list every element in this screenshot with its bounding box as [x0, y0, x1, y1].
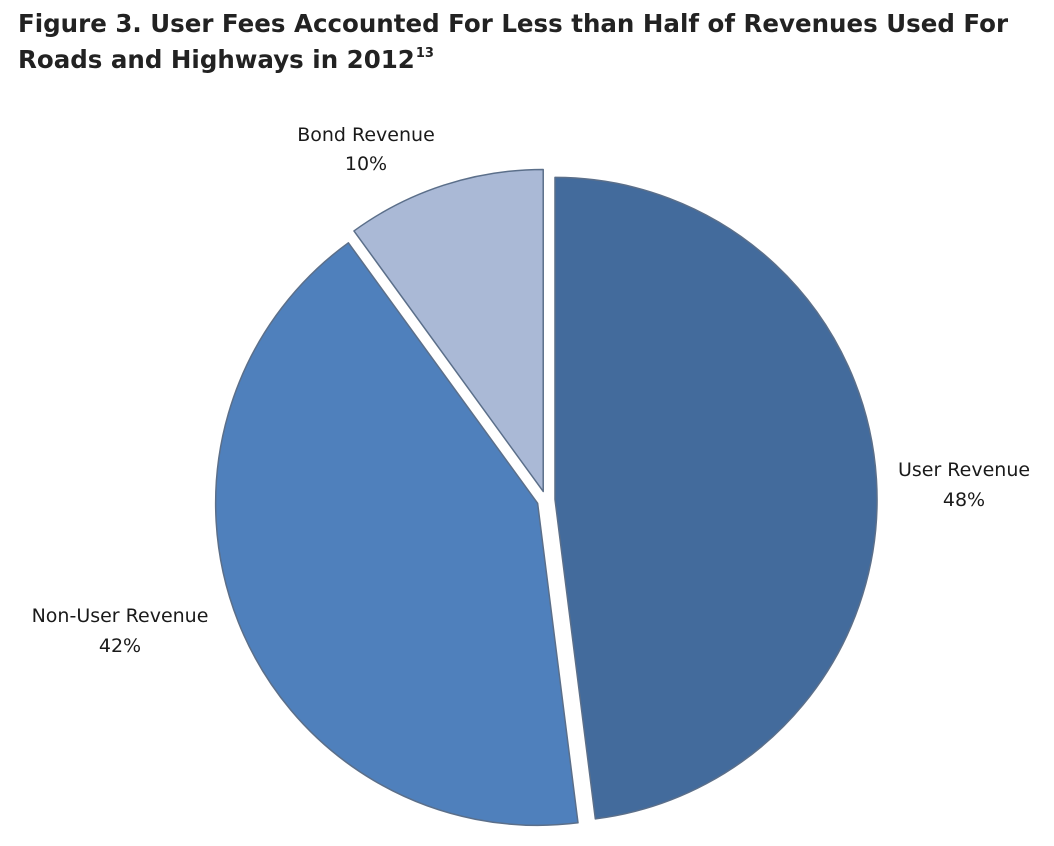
- slice-value-non-user-revenue: 42%: [99, 635, 141, 657]
- pie-slice-nonuser: [214, 242, 579, 827]
- slice-value-user-revenue: 48%: [943, 489, 985, 511]
- slice-label-user-revenue: User Revenue: [898, 459, 1030, 481]
- slice-label-bond-revenue: Bond Revenue: [297, 124, 435, 146]
- slice-value-bond-revenue: 10%: [345, 153, 387, 175]
- pie-slices: [214, 168, 878, 827]
- slice-label-non-user-revenue: Non-User Revenue: [32, 605, 209, 627]
- figure-title-line-1: Figure 3. User Fees Accounted For Less t…: [18, 9, 1009, 38]
- pie-slice-user: [554, 176, 878, 820]
- figure-title-line-2-text: Roads and Highways in 2012: [18, 45, 415, 74]
- footnote-reference: 13: [415, 46, 434, 61]
- pie-slice-bond: [353, 168, 544, 493]
- figure-title-line-2: Roads and Highways in 201213: [18, 42, 1018, 78]
- figure-title: Figure 3. User Fees Accounted For Less t…: [18, 6, 1018, 78]
